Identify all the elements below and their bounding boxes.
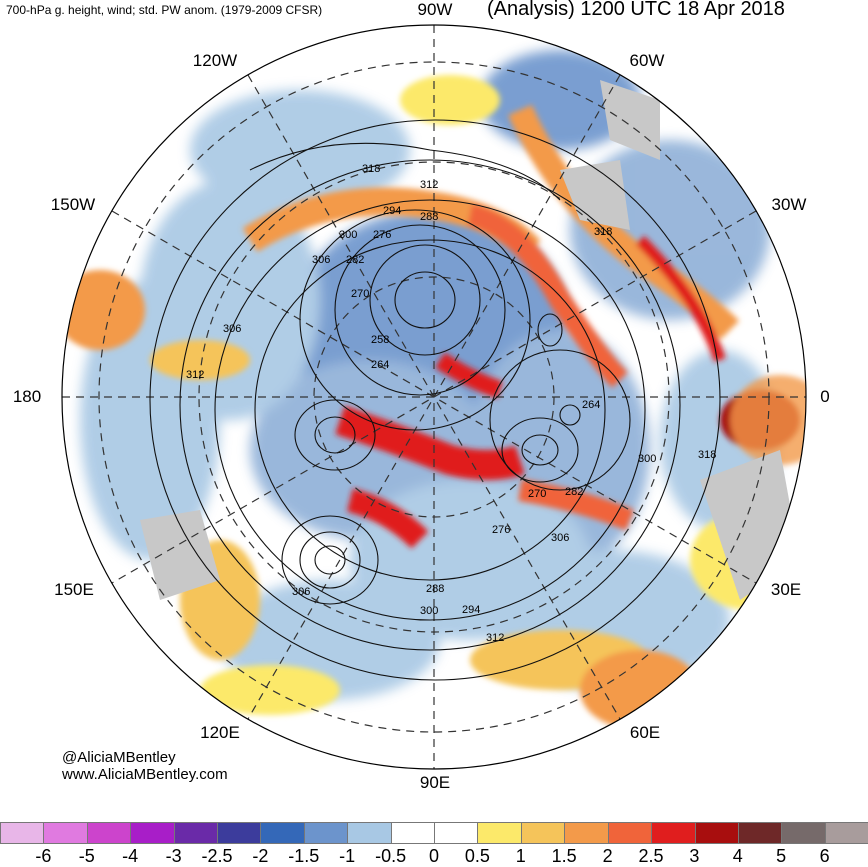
colorbar-tick-label: 0.5 [464, 846, 490, 866]
contour-label: 300 [339, 229, 357, 241]
product-title: 700-hPa g. height, wind; std. PW anom. (… [6, 3, 323, 17]
contour-label: 264 [371, 359, 389, 371]
polar-stereographic-map: 318 312 294 288 300 276 306 282 270 306 … [61, 24, 807, 770]
colorbar-swatch [173, 822, 219, 844]
analysis-time-title: (Analysis) 1200 UTC 18 Apr 2018 [487, 0, 785, 20]
contour-label: 270 [528, 488, 546, 500]
colorbar-swatch [737, 822, 783, 844]
lon-label-90w-top: 90W [417, 0, 453, 19]
pw-anomaly-colorbar [0, 822, 868, 844]
colorbar-tick-label: 5 [776, 846, 787, 866]
colorbar-swatch [607, 822, 653, 844]
colorbar-tick-label: -3 [165, 846, 182, 866]
colorbar-swatch [694, 822, 739, 844]
contour-label: 300 [420, 605, 438, 617]
contour-label: 318 [362, 163, 380, 175]
contour-label: 306 [551, 532, 569, 544]
contour-label: 300 [638, 453, 656, 465]
contour-label: 306 [292, 586, 310, 598]
colorbar-tick-label: -4 [122, 846, 139, 866]
colorbar-swatch [477, 822, 522, 844]
colorbar-tick-label: -0.5 [375, 846, 407, 866]
contour-labels: 318 312 294 288 300 276 306 282 270 306 … [186, 163, 716, 644]
author-handle: @AliciaMBentley [62, 749, 176, 766]
contour-label: 288 [420, 211, 438, 223]
colorbar-swatch [130, 822, 175, 844]
map-boundary [61, 24, 807, 770]
colorbar-tick-label: -6 [35, 846, 52, 866]
contour-label: 282 [346, 254, 364, 266]
colorbar-swatch [824, 822, 868, 844]
colorbar-tick-label: -1.5 [288, 846, 320, 866]
colorbar-tick-label: 3 [689, 846, 700, 866]
contour-label: 294 [383, 205, 401, 217]
colorbar-swatch [564, 822, 609, 844]
graticule [62, 25, 806, 769]
lon-label-60w: 60W [629, 51, 665, 70]
contour-label: 276 [492, 524, 510, 536]
colorbar-swatch [434, 822, 479, 844]
lon-label-60e: 60E [629, 723, 661, 742]
colorbar-swatch [43, 822, 88, 844]
contour-label: 270 [351, 288, 369, 300]
colorbar-tick-label: 1.5 [551, 846, 577, 866]
contour-label: 276 [373, 229, 391, 241]
colorbar-swatch [390, 822, 436, 844]
colorbar-tick-label: -5 [78, 846, 95, 866]
height-contours [149, 119, 721, 681]
contour-label: 306 [312, 254, 330, 266]
lon-label-120e: 120E [200, 723, 240, 742]
contour-label: 312 [186, 369, 204, 381]
colorbar-swatch [303, 822, 349, 844]
author-website: www.AliciaMBentley.com [62, 766, 228, 783]
colorbar-tick-label: 0 [428, 846, 440, 866]
colorbar-tick-label: 4 [732, 846, 743, 866]
colorbar-tick-label: 6 [819, 846, 830, 866]
lon-label-150w: 150W [50, 195, 96, 214]
contour-label: 312 [486, 632, 504, 644]
contour-label: 312 [420, 179, 438, 191]
contour-label: 294 [462, 604, 480, 616]
lon-label-90e-bottom: 90E [419, 773, 451, 792]
colorbar-tick-label: -2.5 [201, 846, 233, 866]
colorbar-swatch [260, 822, 305, 844]
contour-label: 318 [698, 449, 716, 461]
lon-label-150e: 150E [54, 580, 94, 599]
contour-label: 282 [565, 486, 583, 498]
colorbar-swatch [520, 822, 566, 844]
colorbar-tick-label: -1 [339, 846, 356, 866]
contour-label: 288 [426, 583, 444, 595]
lon-label-0: 0 [820, 387, 830, 406]
colorbar-swatch [651, 822, 696, 844]
colorbar-swatch [217, 822, 262, 844]
colorbar-tick-label: 2.5 [638, 846, 664, 866]
colorbar-swatch [781, 822, 826, 844]
colorbar-swatch [0, 822, 45, 844]
contour-label: 306 [223, 323, 241, 335]
colorbar-swatch [86, 822, 132, 844]
lon-label-30e: 30E [770, 580, 802, 599]
lon-label-120w: 120W [192, 51, 238, 70]
contour-label: 264 [582, 399, 600, 411]
colorbar-tick-label: 2 [602, 846, 613, 866]
contour-label: 258 [371, 334, 389, 346]
lon-label-180: 180 [12, 387, 42, 406]
colorbar-tick-label: 1 [515, 846, 526, 866]
colorbar-tick-label: -2 [252, 846, 269, 866]
lon-label-30w: 30W [771, 195, 807, 214]
colorbar-swatch [347, 822, 392, 844]
contour-label: 318 [594, 226, 612, 238]
